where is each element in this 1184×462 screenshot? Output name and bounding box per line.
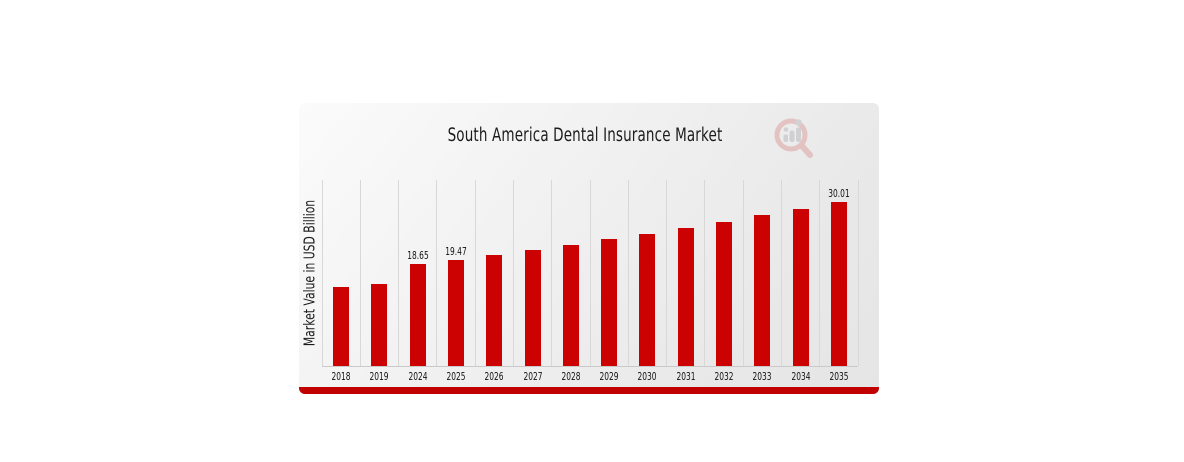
gridline [359,180,361,366]
gridline [551,180,553,366]
gridline [512,180,514,366]
gridline [589,180,591,366]
gridline [819,180,821,366]
category-column-2019: 2019 [360,180,398,383]
category-column-2033: 2033 [743,180,781,383]
y-axis-label-container: Market Value in USD Billion [299,180,321,366]
category-column-2028: 2028 [552,180,590,383]
gridline [436,180,438,366]
bar-value-label-2024: 18.65 [406,248,429,262]
gridline [627,180,629,366]
category-column-2026: 2026 [475,180,513,383]
x-tick-label-2029: 2029 [599,370,619,383]
y-axis-label: Market Value in USD Billion [301,199,320,347]
x-tick-label-2033: 2033 [752,370,772,383]
x-tick-label-2032: 2032 [714,370,734,383]
bottom-accent-strip [299,387,879,394]
bar-2033 [754,215,771,366]
category-column-2030: 2030 [628,180,666,383]
x-tick-label-2027: 2027 [523,370,543,383]
x-tick-label-2028: 2028 [561,370,581,383]
bar-2019 [371,283,388,366]
bar-2029 [601,239,618,366]
category-column-2024: 18.65 2024 [399,180,437,383]
bar-2028 [562,244,579,366]
category-column-2018: 2018 [322,180,360,383]
bar-2026 [486,254,503,366]
x-tick-label-2024: 2024 [408,370,428,383]
category-column-2027: 2027 [513,180,551,383]
x-tick-label-2025: 2025 [446,370,466,383]
bar-2024 [409,263,426,366]
gridline [742,180,744,366]
category-column-2035: 30.01 2035 [820,180,858,383]
gridline [666,180,668,366]
bar-value-label-2025: 19.47 [445,244,467,258]
bar-2030 [639,233,656,366]
x-tick-label-2019: 2019 [369,370,389,383]
bar-2032 [715,221,732,366]
bar-value-label-2035: 30.01 [828,186,850,200]
bar-2018 [333,287,350,366]
x-tick-label-2026: 2026 [484,370,504,383]
x-tick-label-2018: 2018 [331,370,351,383]
chart-title: South America Dental Insurance Market [447,125,723,146]
plot-area: 2018 2019 18.65 2024 19.47 2025 2026 2027 2028 20… [321,180,859,384]
gridline [321,180,323,366]
x-tick-label-2031: 2031 [676,370,696,383]
bar-2031 [677,227,694,366]
category-column-2029: 2029 [590,180,628,383]
category-column-2032: 2032 [705,180,743,383]
category-column-2031: 2031 [667,180,705,383]
gridline [780,180,782,366]
x-tick-label-2034: 2034 [791,370,811,383]
gridline [857,180,859,366]
gridline [474,180,476,366]
bar-2035 [830,201,847,366]
category-column-2025: 19.47 2025 [437,180,475,384]
magnifier-bar-chart-icon [773,117,815,165]
chart-card: South America Dental Insurance Market Ma… [299,103,879,394]
bar-2034 [792,208,809,366]
bar-2025 [447,259,464,366]
bar-2027 [524,249,541,366]
x-tick-label-2030: 2030 [637,370,657,383]
gridline [704,180,706,366]
x-tick-label-2035: 2035 [829,370,849,383]
category-column-2034: 2034 [781,180,819,383]
gridline [398,180,400,366]
